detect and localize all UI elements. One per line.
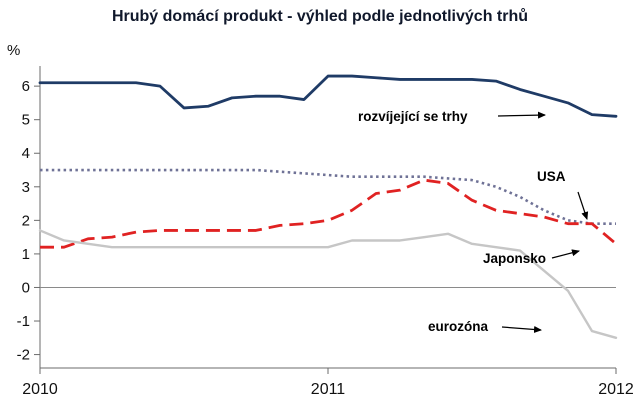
x-tick-label: 2012 [598,381,634,398]
x-tick-label: 2011 [311,381,346,398]
series-line-euroz-na [38,229,618,339]
series-line-usa [40,168,616,226]
annotation-usa: USA [537,169,566,184]
y-tick-label: 4 [22,145,30,162]
y-tick-label: 5 [22,112,30,129]
annotation-rozv-jej-c-se-trhy: rozvíjející se trhy [358,109,468,124]
y-tick-label: 3 [22,179,30,196]
y-tick-label: -1 [17,313,30,330]
annotation-japonsko: Japonsko [483,251,546,266]
y-tick-label: -2 [17,347,30,364]
y-tick-label: 0 [22,279,30,296]
annotation-arrow-euroz-na [501,325,542,333]
y-tick-label: 1 [22,246,30,263]
series-line-japonsko [40,178,617,249]
chart-title: Hrubý domácí produkt - výhled podle jedn… [111,8,529,25]
y-tick-label: 2 [22,212,30,229]
y-axis-unit-label: % [7,42,21,59]
annotation-arrow-rozv-jej-c-se-trhy [497,111,546,119]
annotation-arrow-japonsko [551,249,580,259]
y-tick-label: 6 [22,78,30,95]
annotation-euroz-na: eurozóna [428,319,488,334]
x-tick-label: 2010 [22,381,58,398]
annotation-arrow-usa [577,191,589,220]
series-line-rozv-jej-c-se-trhy [38,74,618,118]
